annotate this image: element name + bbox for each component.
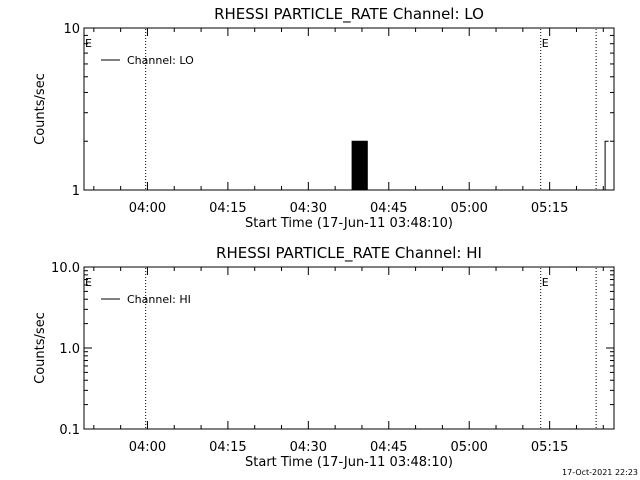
y-tick-label: 1 bbox=[72, 184, 80, 199]
chart-title: RHESSI PARTICLE_RATE Channel: LO bbox=[214, 5, 484, 24]
x-tick-label: 04:30 bbox=[290, 201, 327, 216]
event-marker-label: E bbox=[85, 276, 92, 289]
legend-label: Channel: LO bbox=[127, 54, 194, 67]
x-tick-label: 04:45 bbox=[370, 440, 407, 455]
event-marker-label: E bbox=[542, 276, 549, 289]
x-tick-label: 04:15 bbox=[209, 201, 246, 216]
series-line bbox=[351, 140, 609, 191]
generation-timestamp: 17-Oct-2021 22:23 bbox=[562, 468, 638, 477]
plot-frame bbox=[83, 27, 615, 191]
x-tick-label: 05:15 bbox=[531, 440, 568, 455]
y-axis-label: Counts/sec bbox=[33, 73, 48, 145]
x-tick-label: 04:00 bbox=[129, 201, 166, 216]
y-tick-label: 0.1 bbox=[59, 423, 80, 438]
x-tick-label: 04:30 bbox=[290, 440, 327, 455]
legend-label: Channel: HI bbox=[127, 293, 191, 306]
y-tick-label: 10 bbox=[63, 22, 80, 37]
x-tick-label: 04:15 bbox=[209, 440, 246, 455]
x-axis-label: Start Time (17-Jun-11 03:48:10) bbox=[245, 455, 453, 470]
x-tick-label: 05:00 bbox=[450, 440, 487, 455]
x-tick-label: 04:00 bbox=[129, 440, 166, 455]
x-tick-label: 05:00 bbox=[450, 201, 487, 216]
event-marker-label: E bbox=[542, 37, 549, 50]
plot-frame bbox=[83, 266, 615, 430]
chart-title: RHESSI PARTICLE_RATE Channel: HI bbox=[216, 244, 482, 263]
y-tick-label: 10.0 bbox=[51, 261, 80, 276]
event-marker-label: E bbox=[85, 37, 92, 50]
x-tick-label: 05:15 bbox=[531, 201, 568, 216]
y-tick-label: 1.0 bbox=[59, 342, 80, 357]
y-axis-label: Counts/sec bbox=[33, 312, 48, 384]
x-axis-label: Start Time (17-Jun-11 03:48:10) bbox=[245, 216, 453, 231]
x-tick-label: 04:45 bbox=[370, 201, 407, 216]
